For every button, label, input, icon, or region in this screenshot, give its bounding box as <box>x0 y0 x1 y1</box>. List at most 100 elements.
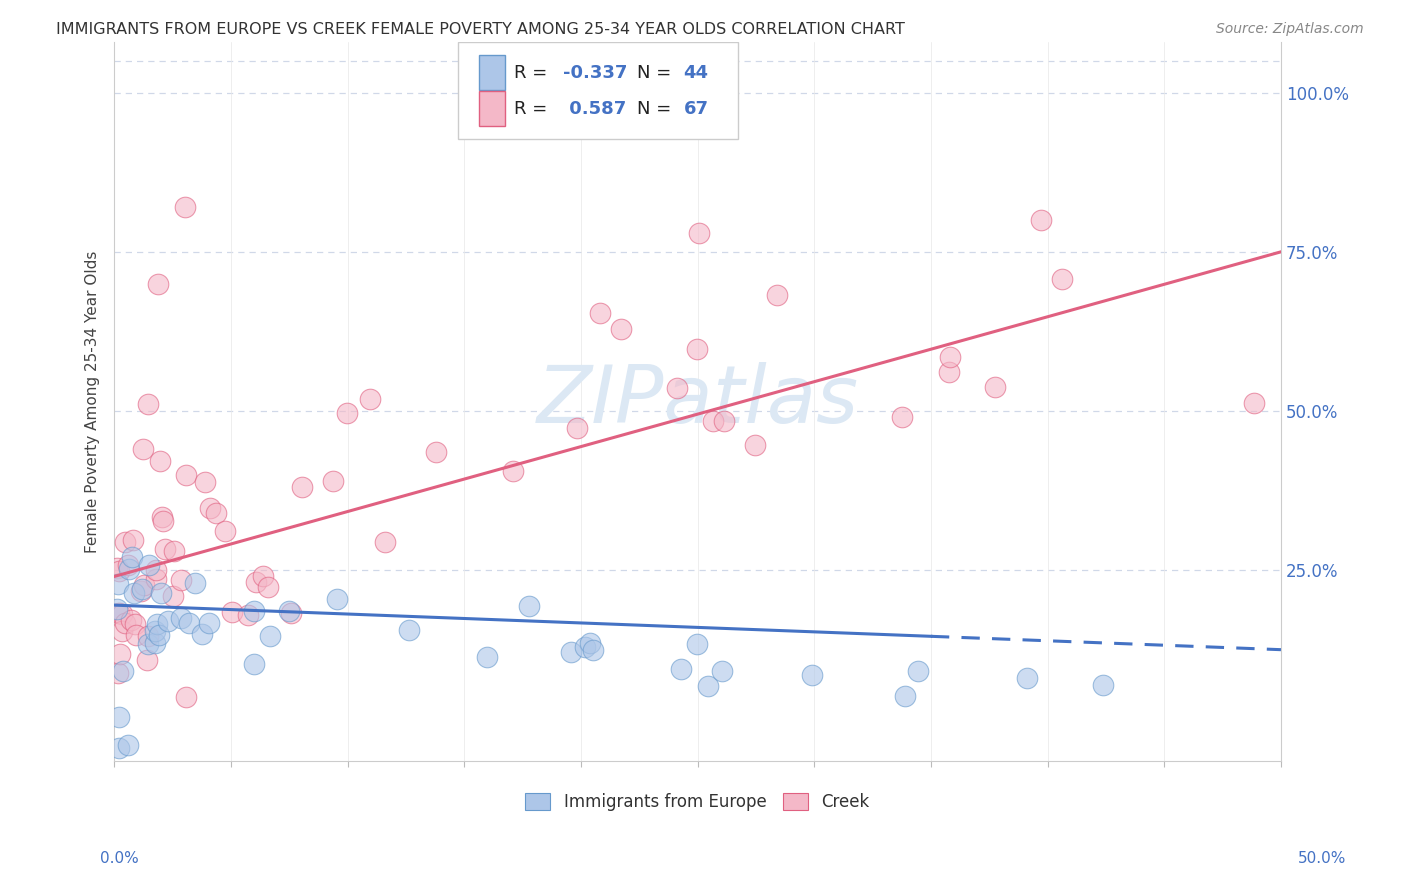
Point <box>252 568 274 582</box>
Text: R =: R = <box>515 100 554 118</box>
Point <box>143 624 166 639</box>
Point <box>801 668 824 682</box>
Point <box>214 524 236 538</box>
Point <box>200 501 222 516</box>
Text: 50.0%: 50.0% <box>1298 852 1346 866</box>
Point <box>138 558 160 573</box>
Point <box>221 605 243 619</box>
Point <box>938 365 960 379</box>
Point <box>136 637 159 651</box>
Point <box>1017 671 1039 685</box>
Point <box>322 475 344 489</box>
Point <box>145 563 167 577</box>
Point <box>280 606 302 620</box>
Point <box>1029 212 1052 227</box>
Point <box>245 574 267 589</box>
Point <box>107 606 129 620</box>
Point <box>336 406 359 420</box>
Point <box>891 410 914 425</box>
Point <box>146 277 169 291</box>
Text: 67: 67 <box>683 100 709 118</box>
Point <box>666 381 689 395</box>
Point <box>243 604 266 618</box>
Point <box>259 629 281 643</box>
Y-axis label: Female Poverty Among 25-34 Year Olds: Female Poverty Among 25-34 Year Olds <box>86 251 100 553</box>
Point <box>145 572 167 586</box>
Text: 44: 44 <box>683 63 709 82</box>
Point <box>702 414 724 428</box>
Text: ZIPatlas: ZIPatlas <box>537 362 859 441</box>
Point <box>111 607 134 621</box>
Point <box>136 653 159 667</box>
Point <box>194 475 217 490</box>
Point <box>129 583 152 598</box>
FancyBboxPatch shape <box>479 55 505 90</box>
Point <box>502 464 524 478</box>
Point <box>669 662 692 676</box>
Point <box>132 442 155 456</box>
Point <box>105 602 128 616</box>
Point <box>117 738 139 752</box>
Point <box>163 544 186 558</box>
Point <box>170 573 193 587</box>
Point <box>149 586 172 600</box>
Point <box>143 636 166 650</box>
Point <box>150 510 173 524</box>
Point <box>984 379 1007 393</box>
Point <box>686 637 709 651</box>
Point <box>1052 271 1074 285</box>
Point <box>176 468 198 483</box>
Point <box>1092 678 1115 692</box>
Point <box>111 664 134 678</box>
Point <box>278 604 301 618</box>
Point <box>107 741 129 756</box>
Point <box>686 342 709 356</box>
Point <box>475 650 498 665</box>
Point <box>326 591 349 606</box>
Point <box>118 562 141 576</box>
Point <box>574 640 596 654</box>
Point <box>146 617 169 632</box>
Point <box>688 226 710 240</box>
Point <box>114 616 136 631</box>
Point <box>610 322 633 336</box>
Point <box>907 664 929 678</box>
Point <box>152 514 174 528</box>
Point <box>108 709 131 723</box>
Text: IMMIGRANTS FROM EUROPE VS CREEK FEMALE POVERTY AMONG 25-34 YEAR OLDS CORRELATION: IMMIGRANTS FROM EUROPE VS CREEK FEMALE P… <box>56 22 905 37</box>
Point <box>198 616 221 631</box>
Point <box>111 624 134 638</box>
Point <box>108 564 131 578</box>
Point <box>359 392 381 406</box>
Point <box>107 665 129 680</box>
Point <box>713 414 735 428</box>
Point <box>136 629 159 643</box>
Point <box>579 636 602 650</box>
Point <box>191 626 214 640</box>
Text: -0.337: -0.337 <box>564 63 627 82</box>
Point <box>169 611 191 625</box>
Point <box>560 645 582 659</box>
Point <box>107 577 129 591</box>
Point <box>120 613 142 627</box>
Point <box>243 657 266 672</box>
Point <box>124 617 146 632</box>
Point <box>398 623 420 637</box>
Point <box>121 533 143 547</box>
Point <box>581 642 603 657</box>
Legend: Immigrants from Europe, Creek: Immigrants from Europe, Creek <box>519 786 876 817</box>
Text: N =: N = <box>637 63 676 82</box>
Point <box>256 580 278 594</box>
Point <box>517 599 540 614</box>
Point <box>162 589 184 603</box>
Text: Source: ZipAtlas.com: Source: ZipAtlas.com <box>1216 22 1364 37</box>
Point <box>236 607 259 622</box>
Point <box>122 586 145 600</box>
Point <box>108 647 131 661</box>
Point <box>156 615 179 629</box>
Point <box>149 454 172 468</box>
Point <box>148 628 170 642</box>
Point <box>588 306 610 320</box>
Point <box>134 578 156 592</box>
Point <box>894 689 917 703</box>
